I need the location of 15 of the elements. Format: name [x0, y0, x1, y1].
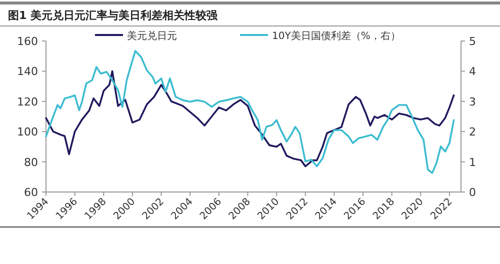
y2-tick-label: 5 [469, 35, 476, 48]
legend-label: 10Y美日国债利差（%，右） [272, 30, 400, 42]
y2-tick-label: 0 [469, 186, 476, 199]
y-tick-label: 140 [17, 65, 38, 78]
y2-tick-label: 1 [469, 156, 476, 169]
y-tick-label: 160 [17, 35, 38, 48]
y-tick-label: 60 [24, 186, 38, 199]
y-tick-label: 80 [24, 156, 38, 169]
chart-title: 图1 美元兑日元汇率与美日利差相关性较强 [8, 9, 218, 22]
y2-tick-label: 3 [469, 95, 476, 108]
y2-tick-label: 4 [469, 65, 476, 78]
legend-label: 美元兑日元 [127, 30, 177, 42]
y-tick-label: 120 [17, 95, 38, 108]
y2-tick-label: 2 [469, 126, 476, 139]
y-tick-label: 100 [17, 126, 38, 139]
